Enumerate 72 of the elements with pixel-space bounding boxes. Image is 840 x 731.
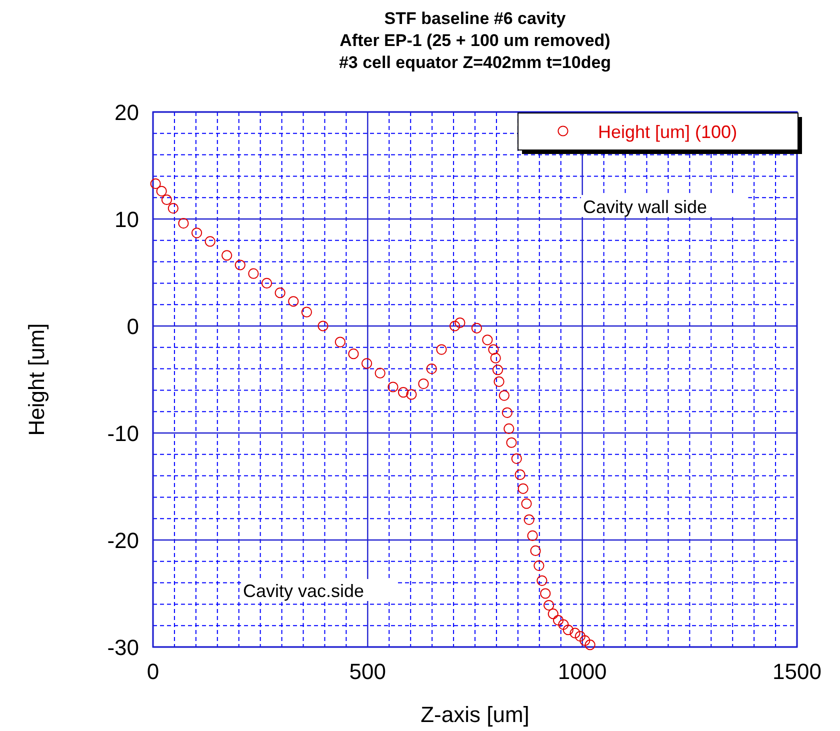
point: [161, 194, 172, 206]
point: [562, 624, 574, 636]
point: [488, 344, 499, 355]
point: [348, 348, 359, 360]
y-axis-title: Height [um]: [24, 323, 49, 436]
point: [498, 390, 510, 401]
point: [168, 203, 178, 214]
point: [436, 344, 447, 355]
point: [150, 178, 161, 189]
annotation: Cavity wall side: [583, 197, 708, 217]
point: [534, 560, 544, 571]
point: [178, 218, 189, 229]
point: [482, 334, 493, 346]
chart-title: STF baseline #6 cavity After EP-1 (25 + 100 um removed) #3 cell equator Z=402mm t=10deg: [338, 9, 612, 72]
point: [406, 389, 417, 400]
y-tick-label: 20: [114, 100, 139, 125]
point: [301, 306, 312, 318]
point: [156, 186, 167, 196]
y-tick-label: -30: [107, 635, 139, 660]
point: [552, 614, 564, 626]
point: [527, 530, 538, 542]
point: [511, 453, 522, 464]
point: [388, 382, 398, 392]
y-tick-label: 10: [114, 207, 139, 232]
point: [191, 228, 202, 238]
point: [570, 628, 580, 638]
point: [454, 317, 466, 328]
x-tick-label: 0: [146, 659, 160, 684]
point: [524, 514, 534, 525]
point: [492, 364, 504, 376]
point: [362, 358, 372, 369]
y-tick-label: 0: [126, 314, 139, 339]
point: [504, 423, 514, 434]
point: [536, 575, 548, 586]
point: [234, 260, 246, 270]
point: [518, 483, 528, 494]
point: [248, 268, 259, 279]
x-tick-label: 500: [349, 659, 386, 684]
point: [334, 336, 346, 348]
point: [584, 640, 596, 650]
point: [506, 437, 517, 448]
point: [574, 631, 586, 642]
point: [530, 545, 541, 556]
point: [274, 288, 286, 298]
point: [521, 498, 532, 509]
x-tick-label: 1500: [772, 659, 822, 684]
point: [514, 469, 526, 480]
annotation: Cavity vac.side: [243, 581, 364, 601]
point: [204, 236, 216, 247]
point: [502, 407, 512, 418]
point: [548, 608, 558, 620]
point: [398, 387, 409, 398]
x-axis-title: Z-axis [um]: [420, 702, 530, 727]
point: [494, 376, 504, 387]
point: [426, 364, 437, 374]
point: [450, 320, 460, 332]
point: [222, 250, 232, 261]
point: [580, 635, 590, 646]
y-tick-label: -10: [107, 421, 139, 446]
x-tick-label: 1000: [558, 659, 607, 684]
point: [318, 320, 328, 332]
point: [374, 368, 386, 378]
legend-label: Height [um] (100): [598, 122, 738, 142]
point: [471, 322, 482, 334]
point: [490, 352, 501, 364]
point: [288, 296, 299, 307]
point: [418, 378, 429, 390]
point: [544, 600, 554, 611]
point: [540, 588, 551, 599]
point: [558, 619, 569, 630]
y-tick-label: -20: [107, 528, 139, 553]
point: [261, 278, 272, 288]
